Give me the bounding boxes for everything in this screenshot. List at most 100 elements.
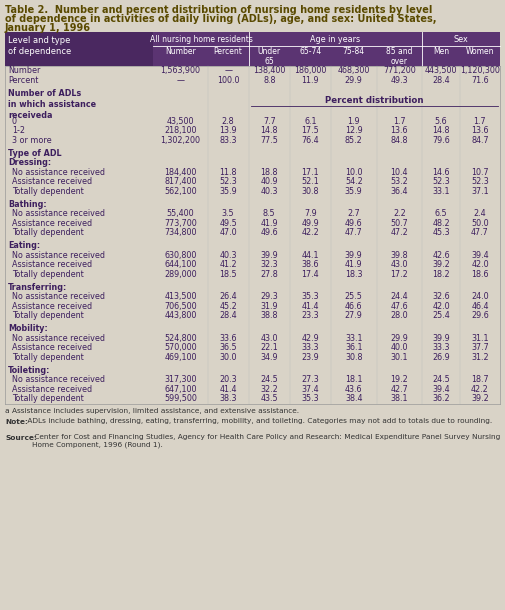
Text: Totally dependent: Totally dependent <box>12 394 84 403</box>
Text: 41.2: 41.2 <box>219 260 237 269</box>
Text: 17.2: 17.2 <box>390 270 408 279</box>
Text: 524,800: 524,800 <box>164 334 197 343</box>
Text: Sex: Sex <box>453 35 468 44</box>
Text: 84.8: 84.8 <box>390 136 408 145</box>
Text: 443,500: 443,500 <box>425 66 457 75</box>
Text: 7.7: 7.7 <box>263 117 276 126</box>
Text: Age in years: Age in years <box>310 35 361 44</box>
Text: Percent: Percent <box>214 47 242 56</box>
Bar <box>5 292 500 301</box>
Text: 35.3: 35.3 <box>301 394 319 403</box>
Text: 39.2: 39.2 <box>471 394 489 403</box>
Text: 3 or more: 3 or more <box>12 136 52 145</box>
Bar <box>5 237 500 241</box>
Text: 35.9: 35.9 <box>345 187 363 196</box>
Text: 44.1: 44.1 <box>301 251 319 260</box>
Text: 24.0: 24.0 <box>471 292 489 301</box>
Text: 18.2: 18.2 <box>432 270 450 279</box>
Text: 34.9: 34.9 <box>261 353 278 362</box>
Text: Totally dependent: Totally dependent <box>12 187 84 196</box>
Text: Note:: Note: <box>5 418 28 425</box>
Text: 32.3: 32.3 <box>261 260 278 269</box>
Text: 49.5: 49.5 <box>219 219 237 228</box>
Text: 31.9: 31.9 <box>261 302 278 310</box>
Text: Number of ADLs
in which assistance
receiveda: Number of ADLs in which assistance recei… <box>8 90 96 120</box>
Text: 52.3: 52.3 <box>219 178 237 186</box>
Text: 50.0: 50.0 <box>471 219 489 228</box>
Text: Assistance received: Assistance received <box>12 178 92 186</box>
Text: 31.1: 31.1 <box>471 334 489 343</box>
Text: 14.6: 14.6 <box>432 168 450 177</box>
Text: 38.4: 38.4 <box>345 394 363 403</box>
Bar <box>5 365 500 375</box>
Text: Assistance received: Assistance received <box>12 385 92 393</box>
Text: No assistance received: No assistance received <box>12 251 105 260</box>
Text: 24.5: 24.5 <box>432 375 450 384</box>
Text: 6.1: 6.1 <box>304 117 317 126</box>
Text: 12.9: 12.9 <box>345 126 363 135</box>
Text: 27.8: 27.8 <box>261 270 278 279</box>
Text: 469,100: 469,100 <box>164 353 197 362</box>
Text: 39.8: 39.8 <box>390 251 408 260</box>
Text: 39.2: 39.2 <box>432 260 450 269</box>
Text: 1.7: 1.7 <box>474 117 486 126</box>
Text: 38.8: 38.8 <box>261 311 278 320</box>
Text: Toileting:: Toileting: <box>8 366 50 375</box>
Text: 30.8: 30.8 <box>345 353 363 362</box>
Text: 10.0: 10.0 <box>345 168 363 177</box>
Text: 42.2: 42.2 <box>301 228 319 237</box>
Text: 35.9: 35.9 <box>219 187 237 196</box>
Text: 33.1: 33.1 <box>345 334 363 343</box>
Text: 11.8: 11.8 <box>219 168 237 177</box>
Text: 18.3: 18.3 <box>345 270 363 279</box>
Text: 38.3: 38.3 <box>219 394 237 403</box>
Text: No assistance received: No assistance received <box>12 375 105 384</box>
Text: 35.3: 35.3 <box>301 292 319 301</box>
Text: a Assistance includes supervision, limited assistance, and extensive assistance.: a Assistance includes supervision, limit… <box>5 407 299 414</box>
Text: 413,500: 413,500 <box>164 292 197 301</box>
Text: 138,400: 138,400 <box>253 66 285 75</box>
Bar <box>154 32 500 66</box>
Text: 734,800: 734,800 <box>164 228 197 237</box>
Text: Mobility:: Mobility: <box>8 325 48 333</box>
Text: 75-84: 75-84 <box>343 47 365 56</box>
Text: 52.1: 52.1 <box>301 178 319 186</box>
Text: 14.8: 14.8 <box>261 126 278 135</box>
Text: 40.0: 40.0 <box>390 343 408 352</box>
Text: Totally dependent: Totally dependent <box>12 270 84 279</box>
Text: 2.8: 2.8 <box>222 117 234 126</box>
Text: 186,000: 186,000 <box>294 66 327 75</box>
Text: of dependence in activities of daily living (ADLs), age, and sex: United States,: of dependence in activities of daily liv… <box>5 14 436 24</box>
Text: Type of ADL: Type of ADL <box>8 149 62 158</box>
Text: 647,100: 647,100 <box>164 385 197 393</box>
Text: 29.6: 29.6 <box>471 311 489 320</box>
Text: 599,500: 599,500 <box>164 394 197 403</box>
Text: 19.2: 19.2 <box>390 375 408 384</box>
Text: 29.9: 29.9 <box>390 334 408 343</box>
Text: 13.9: 13.9 <box>219 126 237 135</box>
Text: 46.4: 46.4 <box>471 302 489 310</box>
Text: 1-2: 1-2 <box>12 126 25 135</box>
Bar <box>5 158 500 168</box>
Text: 36.4: 36.4 <box>390 187 408 196</box>
Text: January 1, 1996: January 1, 1996 <box>5 23 91 33</box>
Text: 1.7: 1.7 <box>393 117 406 126</box>
Text: 25.4: 25.4 <box>432 311 450 320</box>
Text: 11.9: 11.9 <box>301 76 319 85</box>
Text: 706,500: 706,500 <box>164 302 197 310</box>
Text: Eating:: Eating: <box>8 241 40 250</box>
Text: 22.1: 22.1 <box>261 343 278 352</box>
Text: All nursing home residents: All nursing home residents <box>149 35 252 44</box>
Bar <box>5 251 500 260</box>
Text: Assistance received: Assistance received <box>12 260 92 269</box>
Bar <box>5 76 500 85</box>
Text: 41.4: 41.4 <box>301 302 319 310</box>
Text: 36.1: 36.1 <box>345 343 363 352</box>
Text: Percent distribution: Percent distribution <box>325 96 424 105</box>
Bar <box>5 66 500 76</box>
Text: 30.1: 30.1 <box>390 353 408 362</box>
Text: 644,100: 644,100 <box>164 260 196 269</box>
Bar <box>5 279 500 282</box>
Text: 39.4: 39.4 <box>471 251 489 260</box>
Text: 84.7: 84.7 <box>471 136 489 145</box>
